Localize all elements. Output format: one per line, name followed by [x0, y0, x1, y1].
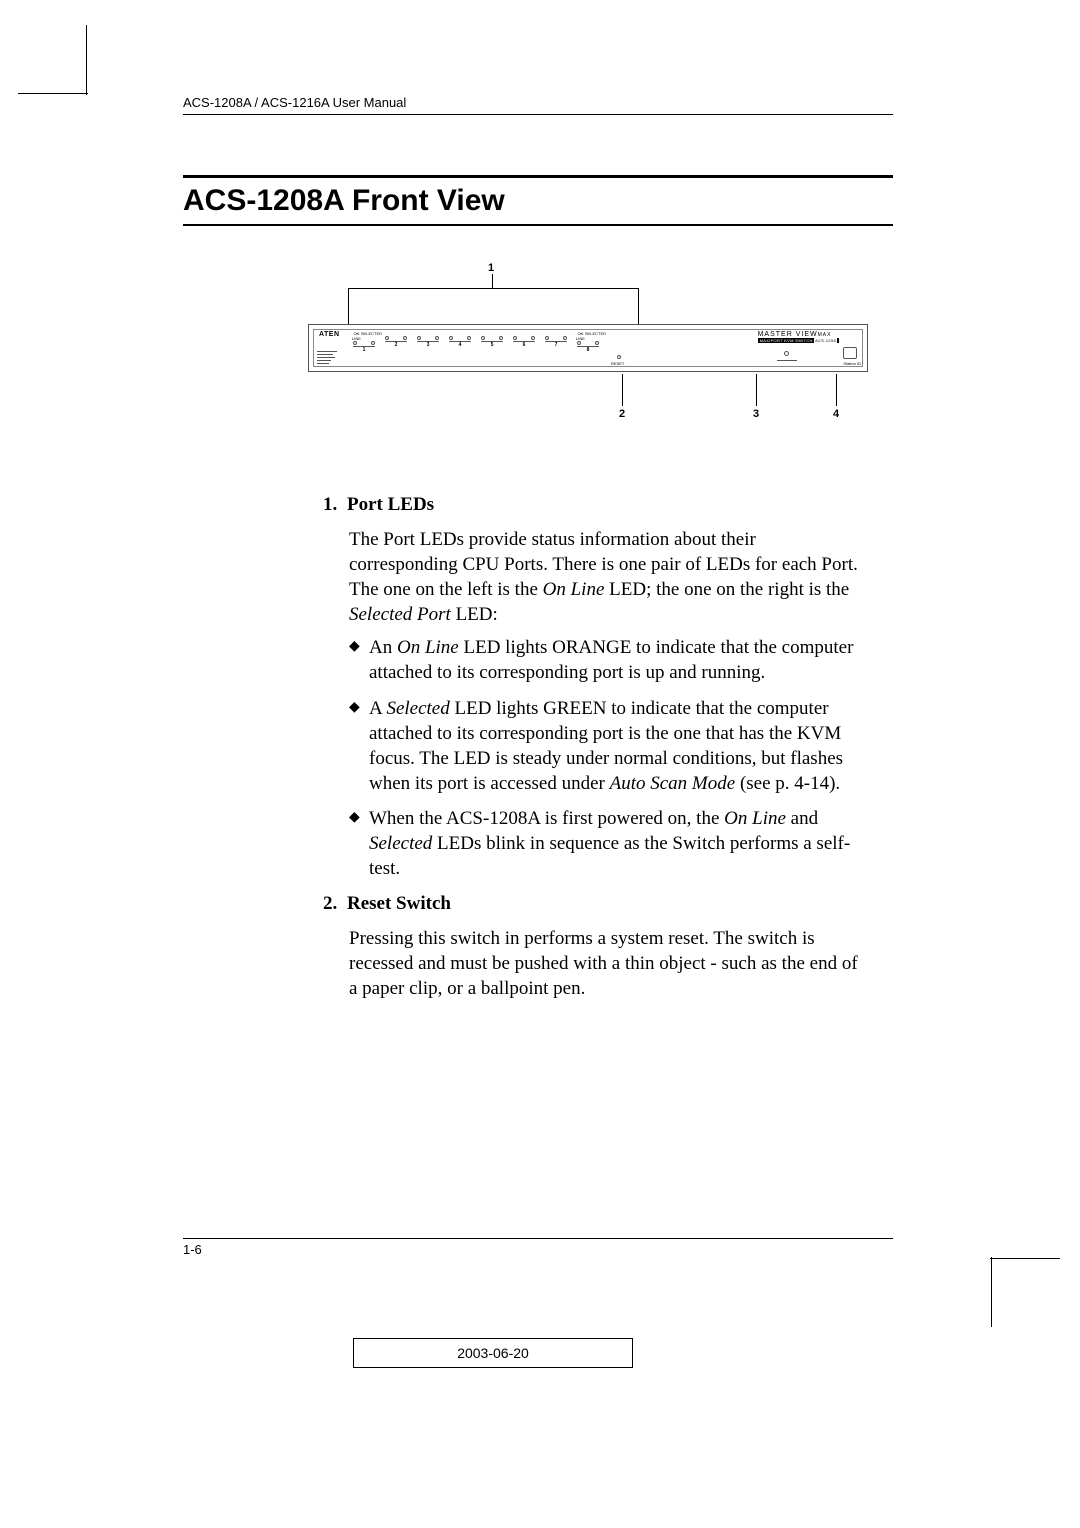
bullet-item: ◆When the ACS-1208A is first powered on,… [349, 806, 863, 881]
section-title: ACS-1208A Front View [183, 184, 893, 218]
callout-line [756, 374, 757, 406]
masterview-text: MASTER VIEW [758, 331, 818, 338]
callout-line [348, 288, 349, 328]
port-led-pair: 2 [383, 331, 409, 348]
port-led-pair: 7 [543, 331, 569, 348]
station-id-window [843, 347, 857, 359]
section-title-rule: ACS-1208A Front View [183, 175, 893, 226]
callout-line [638, 288, 639, 328]
masterview-sub-right: ACS-1208 [814, 338, 837, 343]
power-led-icon [784, 351, 789, 356]
callout-line [836, 374, 837, 406]
callout-label-2: 2 [619, 408, 625, 420]
masterview-label: MASTER VIEWMAX MAXIPORT KVM SWITCH ACS-1… [758, 331, 839, 343]
reset-label: RESET [611, 361, 624, 366]
crop-mark [990, 1258, 1060, 1259]
bullet-item: ◆A Selected LED lights GREEN to indicate… [349, 696, 863, 796]
crop-mark [991, 1257, 992, 1327]
numbered-heading: 2.Reset Switch [323, 891, 863, 916]
numbered-heading: 1.Port LEDs [323, 492, 863, 517]
device-outline: ATEN ON LINESELECTED1 234567 ON LINESELECT… [308, 324, 868, 372]
masterview-subtitle: MAXIPORT KVM SWITCH ACS-1208 [758, 338, 839, 343]
paragraph: Pressing this switch in performs a syste… [349, 926, 863, 1001]
crop-mark [18, 93, 88, 94]
callout-line [348, 288, 638, 289]
paragraph: The Port LEDs provide status information… [349, 527, 863, 627]
bullet-item: ◆An On Line LED lights ORANGE to indicat… [349, 635, 863, 685]
port-led-pair: 3 [415, 331, 441, 348]
callout-label-3: 3 [753, 408, 759, 420]
front-view-diagram: 1 ATEN ON LINESELECTED1234567ON LINESELE… [308, 262, 868, 432]
body-copy: 1.Port LEDs The Port LEDs provide status … [323, 492, 863, 1001]
reset-switch-icon [617, 355, 621, 359]
power-underline [777, 360, 797, 361]
page-frame: ACS-1208A / ACS-1216A User Manual ACS-12… [88, 95, 990, 1257]
port-led-pair: ON LINESELECTED1 [351, 331, 377, 353]
date-stamp: 2003-06-20 [353, 1338, 633, 1368]
station-id-label: Station ID [843, 361, 861, 366]
callout-line [492, 274, 493, 288]
brand-label: ATEN [319, 331, 340, 338]
port-led-pair: ON LINESELECTED8 [575, 331, 601, 353]
page-number: 1-6 [183, 1242, 202, 1257]
masterview-sub-left: MAXIPORT KVM SWITCH [760, 338, 813, 343]
port-led-pair: 5 [479, 331, 505, 348]
callout-line [622, 374, 623, 406]
port-led-pair: 4 [447, 331, 473, 348]
callout-label-4: 4 [833, 408, 839, 420]
vent-icon [317, 351, 337, 366]
crop-mark [86, 25, 87, 95]
port-led-pair: 6 [511, 331, 537, 348]
callout-label-1: 1 [488, 262, 494, 274]
running-header: ACS-1208A / ACS-1216A User Manual [183, 95, 893, 115]
footer-rule [183, 1238, 893, 1239]
bullet-list: ◆An On Line LED lights ORANGE to indicat… [349, 635, 863, 881]
